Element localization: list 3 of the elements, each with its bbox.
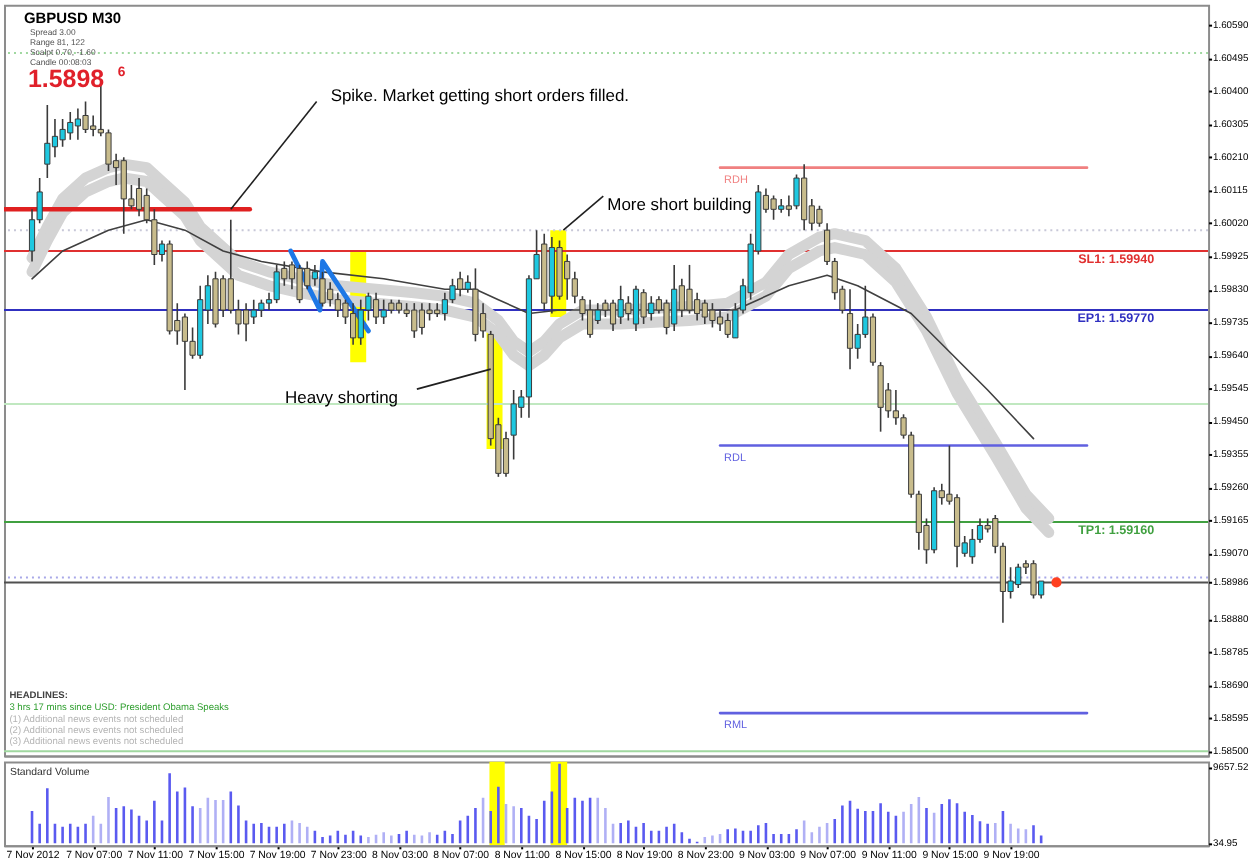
annotation: Spike. Market getting short orders filled. — [330, 85, 630, 106]
annotation: Heavy shorting — [285, 387, 399, 408]
annotation: More short building — [607, 194, 752, 215]
